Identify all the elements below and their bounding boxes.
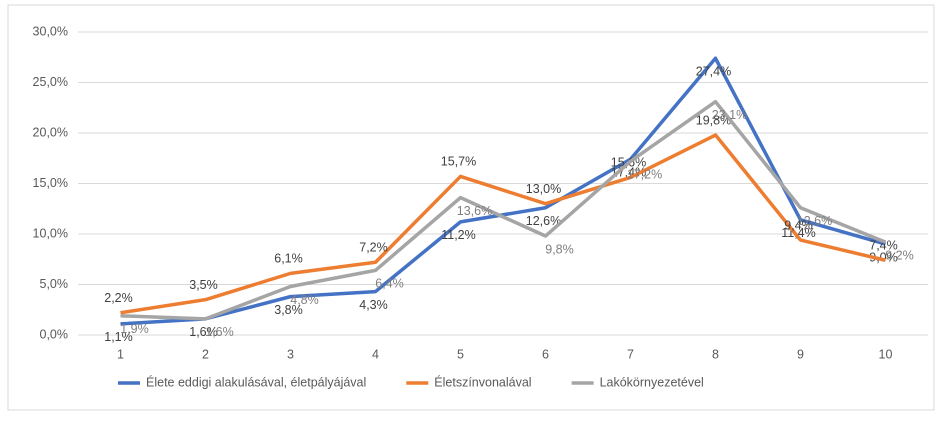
series-line: [120, 99, 887, 321]
data-label: 3,8%: [274, 303, 303, 317]
data-label: 23,1%: [712, 108, 747, 122]
data-label: 3,5%: [189, 278, 218, 292]
data-label: 12,6%: [526, 214, 561, 228]
y-tick-label: 30,0%: [33, 24, 68, 38]
data-label: 15,7%: [441, 155, 476, 169]
y-tick-label: 15,0%: [33, 176, 68, 190]
legend-label: Lakókörnyezetével: [600, 375, 704, 389]
legend-label: Életszínvonalával: [434, 374, 531, 389]
data-label: 4,8%: [290, 293, 319, 307]
x-tick-label: 3: [287, 347, 294, 361]
y-tick-label: 20,0%: [33, 125, 68, 139]
data-label: 1,1%: [104, 330, 133, 344]
data-label: 7,2%: [359, 241, 388, 255]
data-label: 13,0%: [526, 182, 561, 196]
data-label: 9,8%: [545, 242, 574, 256]
y-tick-label: 5,0%: [40, 277, 69, 291]
data-label: 6,4%: [375, 277, 404, 291]
x-tick-label: 4: [372, 347, 379, 361]
data-label: 9,0%: [869, 250, 898, 264]
data-label: 27,4%: [696, 65, 731, 79]
data-label: 1,6%: [205, 325, 234, 339]
x-tick-label: 6: [542, 347, 549, 361]
x-tick-label: 7: [627, 347, 634, 361]
data-label: 2,2%: [104, 291, 133, 305]
data-label: 12,6%: [797, 214, 832, 228]
data-label: 6,1%: [274, 252, 303, 266]
series-line: [120, 133, 886, 315]
y-tick-label: 10,0%: [33, 226, 68, 240]
data-label: 19,8%: [696, 113, 731, 127]
y-tick-label: 0,0%: [40, 327, 69, 341]
x-tick-label: 2: [202, 347, 209, 361]
data-label: 17,2%: [627, 168, 662, 182]
y-tick-label: 25,0%: [33, 75, 68, 89]
data-label: 9,2%: [885, 248, 914, 262]
series-line: [120, 56, 886, 326]
data-label: 4,3%: [359, 298, 388, 312]
legend-label: Élete eddigi alakulásával, életpályájáva…: [146, 374, 366, 389]
x-tick-label: 10: [879, 347, 893, 361]
x-tick-label: 9: [797, 347, 804, 361]
data-label: 1,9%: [120, 322, 149, 336]
data-label: 11,2%: [441, 228, 476, 242]
chart-border: [7, 4, 935, 411]
data-label: 13,6%: [457, 204, 492, 218]
data-label: 9,4%: [784, 218, 813, 232]
x-tick-label: 1: [117, 347, 124, 361]
x-tick-label: 8: [712, 347, 719, 361]
data-label: 1,6%: [189, 325, 218, 339]
x-tick-label: 5: [457, 347, 464, 361]
data-label: 7,4%: [869, 239, 898, 253]
